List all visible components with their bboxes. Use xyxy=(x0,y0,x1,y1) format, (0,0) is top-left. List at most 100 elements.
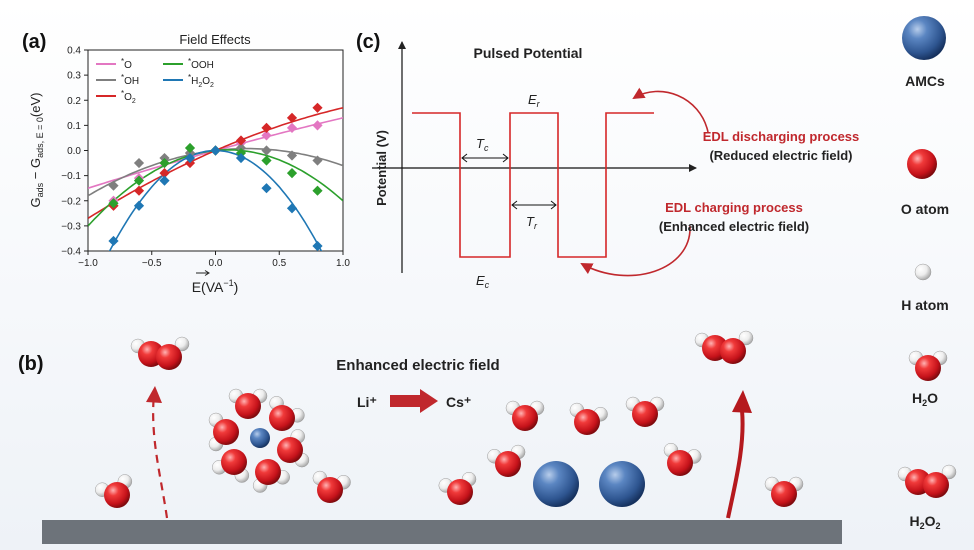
oxygen-atom xyxy=(317,477,343,503)
discharge-curved-arrow xyxy=(632,87,709,133)
pulse-waveform xyxy=(412,112,654,258)
charge-subtitle: (Enhanced electric field) xyxy=(659,219,809,234)
tc-label: Tc xyxy=(476,136,489,153)
ion-exchange-arrow xyxy=(390,389,438,413)
oxygen-atom xyxy=(771,481,797,507)
ion-from-label: Li⁺ xyxy=(357,394,377,410)
water-molecule xyxy=(569,402,608,435)
hydrogen-atom-icon xyxy=(914,263,932,281)
er-label: Er xyxy=(528,92,541,109)
y-tick-label: 0.1 xyxy=(67,121,81,132)
amc-legend-label: AMCs xyxy=(905,73,945,89)
data-point xyxy=(312,185,323,196)
oxygen-atom xyxy=(235,393,261,419)
x-axis-label: E(VA−1) xyxy=(192,278,239,295)
oxygen-atom xyxy=(632,401,658,427)
water-molecule xyxy=(505,400,545,431)
y-tick-label: −0.2 xyxy=(61,196,81,207)
peroxide-molecule xyxy=(130,336,190,370)
y-tick-label: 0.3 xyxy=(67,71,81,82)
oxygen-atom xyxy=(221,449,247,475)
y-tick-label: 0.0 xyxy=(67,146,81,157)
dashed-desorption-arrow xyxy=(152,393,169,519)
tr-label: Tr xyxy=(526,214,538,231)
oxygen-atom xyxy=(156,344,182,370)
x-tick-label: −0.5 xyxy=(142,258,162,269)
electrode-substrate xyxy=(42,520,842,544)
ion-to-label: Cs⁺ xyxy=(446,394,471,410)
water-legend-label: H2O xyxy=(912,390,938,408)
water-molecule xyxy=(625,396,665,427)
y-tick-label: 0.2 xyxy=(67,96,81,107)
data-point xyxy=(235,152,247,164)
y-tick-label: 0.4 xyxy=(67,46,81,57)
discharge-subtitle: (Reduced electric field) xyxy=(709,148,852,163)
hydrogen-atom xyxy=(174,336,190,352)
oxygen-atom xyxy=(447,479,473,505)
data-point xyxy=(159,168,170,179)
data-point xyxy=(108,235,119,247)
oxygen-atom xyxy=(104,482,130,508)
x-tick-label: 1.0 xyxy=(336,258,350,269)
water-molecule xyxy=(95,474,133,508)
electric-field-illustration: (b) Enhanced electric field Li⁺ Cs⁺ xyxy=(18,330,842,544)
water-molecule xyxy=(663,442,702,476)
hydrogen-atom xyxy=(941,464,957,480)
oxygen-atom xyxy=(255,459,281,485)
pulsed-potential-title: Pulsed Potential xyxy=(474,45,583,61)
oxygen-atom-icon xyxy=(907,149,937,179)
data-point xyxy=(210,145,221,156)
y-tick-label: −0.4 xyxy=(61,247,81,258)
data-point xyxy=(286,150,298,161)
field-effects-chart: (a) Field Effects −1.0 −0.5 0.0 0.5 1.0−0.4−… xyxy=(22,31,350,295)
data-point xyxy=(184,142,196,154)
oxygen-atom xyxy=(720,338,746,364)
y-axis-label: Gads − Gads, E = 0(eV) xyxy=(28,93,45,208)
data-point xyxy=(108,198,119,209)
water-molecule xyxy=(438,471,477,505)
pulsed-potential-diagram: (c) Pulsed Potential Potential (V) Er Ec… xyxy=(356,31,859,290)
amc-cluster xyxy=(533,461,579,507)
legend-label-oh: *OH xyxy=(121,73,139,87)
x-tick-label: 0.5 xyxy=(272,258,286,269)
oxygen-legend-label: O atom xyxy=(901,201,949,217)
species-legend: AMCs O atom H atom H2O H2O2 xyxy=(897,16,957,531)
peroxide-legend-label: H2O2 xyxy=(909,513,940,531)
axis-ticks: −1.0 −0.5 0.0 0.5 1.0 −0.4 −0.3 −0.2 −0.1 0.0 0.1 0… xyxy=(61,46,350,270)
legend-label-o: *O xyxy=(121,57,132,71)
amc-cluster xyxy=(250,428,270,448)
enhanced-field-title: Enhanced electric field xyxy=(336,357,499,374)
discharge-title: EDL discharging process xyxy=(703,129,860,144)
water-molecule xyxy=(269,396,305,431)
oxygen-atom xyxy=(923,472,949,498)
water-molecule xyxy=(764,476,804,507)
data-point xyxy=(184,152,196,164)
water-molecule xyxy=(487,444,526,477)
legend-label-ooh: *OOH xyxy=(188,57,214,71)
potential-axis-label: Potential (V) xyxy=(374,130,389,206)
water-molecule xyxy=(252,459,290,493)
hydrogen-legend-label: H atom xyxy=(901,297,948,313)
oxygen-atom xyxy=(269,405,295,431)
water-molecule xyxy=(212,449,250,483)
amc-cluster xyxy=(599,461,645,507)
data-point xyxy=(159,157,170,169)
oxygen-atom xyxy=(213,419,239,445)
panel-a-label: (a) xyxy=(22,31,46,53)
water-molecule xyxy=(908,350,948,381)
peroxide-molecule xyxy=(694,330,754,364)
legend-label-o2: *O2 xyxy=(121,89,136,105)
peroxide-molecule xyxy=(897,464,957,498)
ec-label: Ec xyxy=(476,273,490,290)
oxygen-atom xyxy=(574,409,600,435)
chart-title: Field Effects xyxy=(179,32,251,47)
hydrogen-atom xyxy=(738,330,754,346)
data-points xyxy=(108,102,323,252)
panel-b-label: (b) xyxy=(18,353,44,375)
charge-title: EDL charging process xyxy=(665,200,803,215)
x-tick-label: 0.0 xyxy=(209,258,223,269)
data-point xyxy=(133,157,145,169)
oxygen-atom xyxy=(495,451,521,477)
oxygen-atom xyxy=(667,450,693,476)
